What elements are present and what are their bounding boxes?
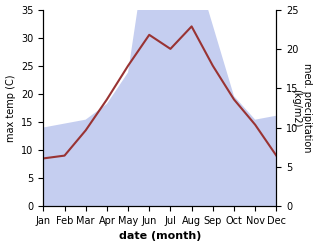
X-axis label: date (month): date (month) xyxy=(119,231,201,242)
Y-axis label: med. precipitation
(kg/m2): med. precipitation (kg/m2) xyxy=(291,63,313,153)
Y-axis label: max temp (C): max temp (C) xyxy=(5,74,16,142)
